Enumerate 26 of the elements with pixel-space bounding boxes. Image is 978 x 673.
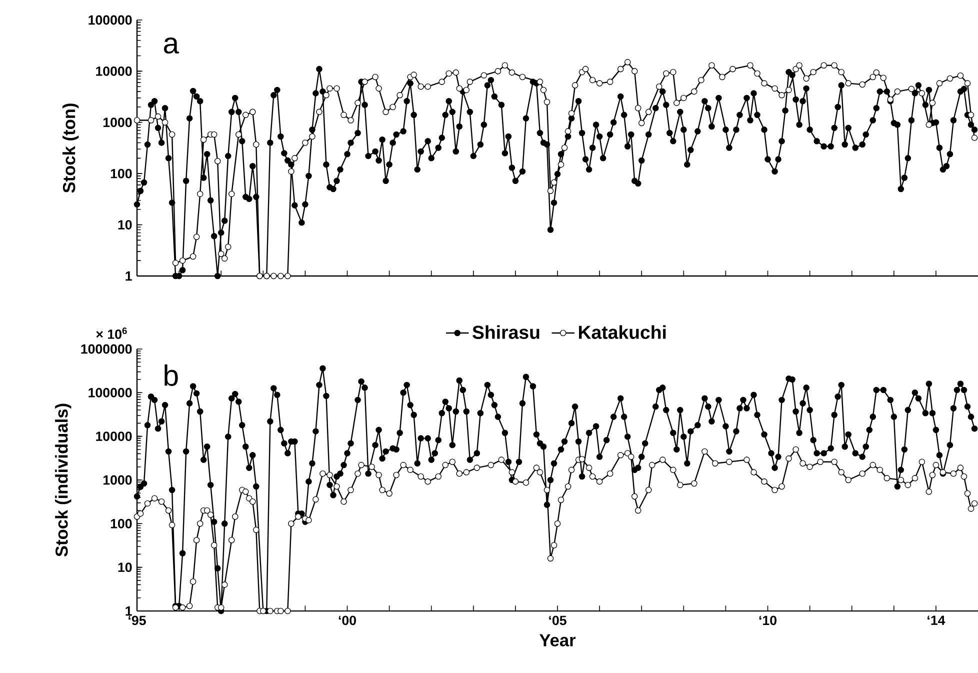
legend-label: Katakuchi — [579, 325, 666, 339]
text: × 10$^{6}$ — [96, 327, 127, 339]
x-tick-label: ‘95 — [128, 616, 146, 626]
y-tick-label: 1 — [126, 271, 132, 281]
y-axis-title: Stock (ton) — [62, 104, 79, 193]
y-tick-label: 100000 — [88, 15, 132, 25]
x-tick-label: ‘14 — [928, 616, 946, 625]
x-tick-label: ‘05 — [549, 616, 566, 626]
x-axis-title: Year — [539, 634, 576, 646]
y-tick-label: 10000 — [96, 432, 132, 442]
annotation: a — [164, 38, 180, 54]
y-tick-label: 10 — [118, 562, 132, 572]
y-tick-label: 100 — [110, 518, 132, 528]
y-tick-label: 1000 — [103, 118, 132, 128]
y-tick-label: 100000 — [88, 388, 132, 398]
x-tick-label: ‘10 — [759, 616, 776, 626]
y-tick-label: 10 — [118, 220, 132, 230]
annotation: b — [164, 364, 178, 386]
y-tick-label: 10000 — [96, 66, 132, 76]
y-tick-label: 1 — [126, 606, 132, 616]
y-tick-label: 1000000 — [81, 344, 132, 354]
y-axis-title: Stock (individuals) — [55, 404, 72, 557]
y-tick-label: 100 — [110, 168, 132, 178]
y-tick-label: 1000 — [103, 475, 132, 485]
legend-label: Shirasu — [472, 325, 540, 339]
x-tick-label: ‘00 — [338, 616, 356, 626]
